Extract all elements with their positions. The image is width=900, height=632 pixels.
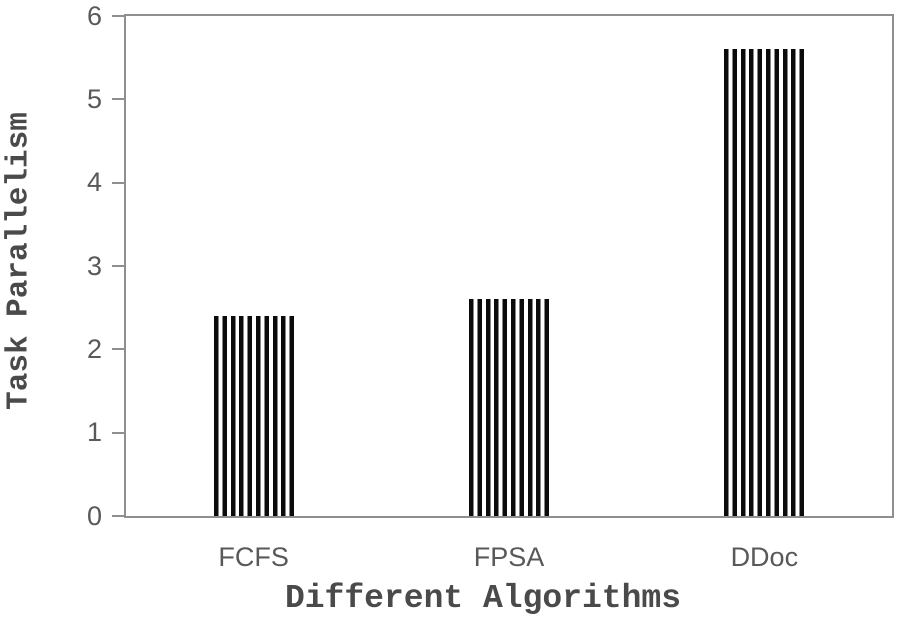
bar-fcfs xyxy=(213,316,294,516)
plot-area xyxy=(124,14,894,518)
x-category-label-fcfs: FCFS xyxy=(218,542,289,572)
y-tick-label-2: 2 xyxy=(86,333,102,364)
y-tick-label-5: 5 xyxy=(86,83,102,114)
y-tick-label-6: 6 xyxy=(86,0,102,31)
y-tick-mark-6 xyxy=(112,15,124,17)
y-tick-label-3: 3 xyxy=(86,250,102,281)
x-axis-title: Different Algorithms xyxy=(284,580,682,617)
y-tick-mark-1 xyxy=(112,431,124,434)
y-tick-label-1: 1 xyxy=(86,417,102,448)
bar-ddoc xyxy=(724,49,805,516)
y-tick-mark-2 xyxy=(112,348,124,351)
x-axis-category-labels: FCFS FPSA DDoc xyxy=(126,542,892,573)
y-axis: 0 1 2 3 4 5 6 xyxy=(0,2,124,529)
y-tick-mark-4 xyxy=(112,181,124,184)
x-category-label-ddoc: DDoc xyxy=(730,542,799,572)
x-category-label-fpsa: FPSA xyxy=(473,542,545,572)
bar-fpsa xyxy=(469,299,549,516)
y-tick-label-4: 4 xyxy=(86,167,102,198)
y-tick-mark-3 xyxy=(112,265,124,267)
y-tick-label-0: 0 xyxy=(86,500,102,531)
y-tick-mark-5 xyxy=(112,98,124,101)
y-tick-mark-0 xyxy=(112,515,124,517)
